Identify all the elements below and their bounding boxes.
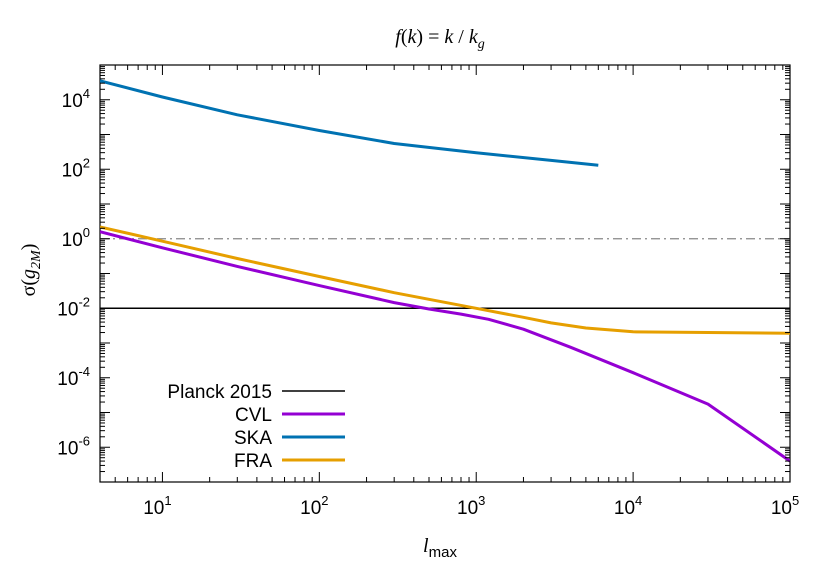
- y-tick-label: 10-6: [57, 433, 90, 459]
- legend-label-planck-2015: Planck 2015: [167, 382, 272, 403]
- x-axis-label: lmax: [423, 535, 457, 561]
- legend-label-fra: FRA: [234, 451, 272, 472]
- chart-title: f(k) = k / kg: [395, 26, 484, 52]
- x-tick-label: 105: [771, 493, 799, 519]
- y-tick-label: 100: [62, 225, 90, 251]
- y-tick-label: 104: [62, 86, 90, 112]
- series-line-cvl: [100, 230, 790, 463]
- y-tick-label: 10-2: [57, 294, 90, 320]
- axis-ticks: 101 102 103 104 105 10-6 10-4 10-2 100 102 104: [57, 64, 799, 519]
- series-line-ska: [100, 79, 599, 167]
- y-tick-label: 10-4: [57, 364, 90, 390]
- legend-label-cvl: CVL: [235, 405, 272, 426]
- x-tick-label: 104: [614, 493, 642, 519]
- y-axis-label: σ(g2M): [18, 244, 44, 297]
- x-tick-label: 102: [300, 493, 328, 519]
- series-line-fra: [100, 225, 790, 335]
- y-tick-label: 102: [62, 155, 90, 181]
- plot-frame: [99, 64, 791, 483]
- plot-area: [99, 64, 791, 483]
- x-tick-label: 101: [143, 493, 171, 519]
- legend-label-ska: SKA: [234, 428, 272, 449]
- x-tick-label: 103: [457, 493, 485, 519]
